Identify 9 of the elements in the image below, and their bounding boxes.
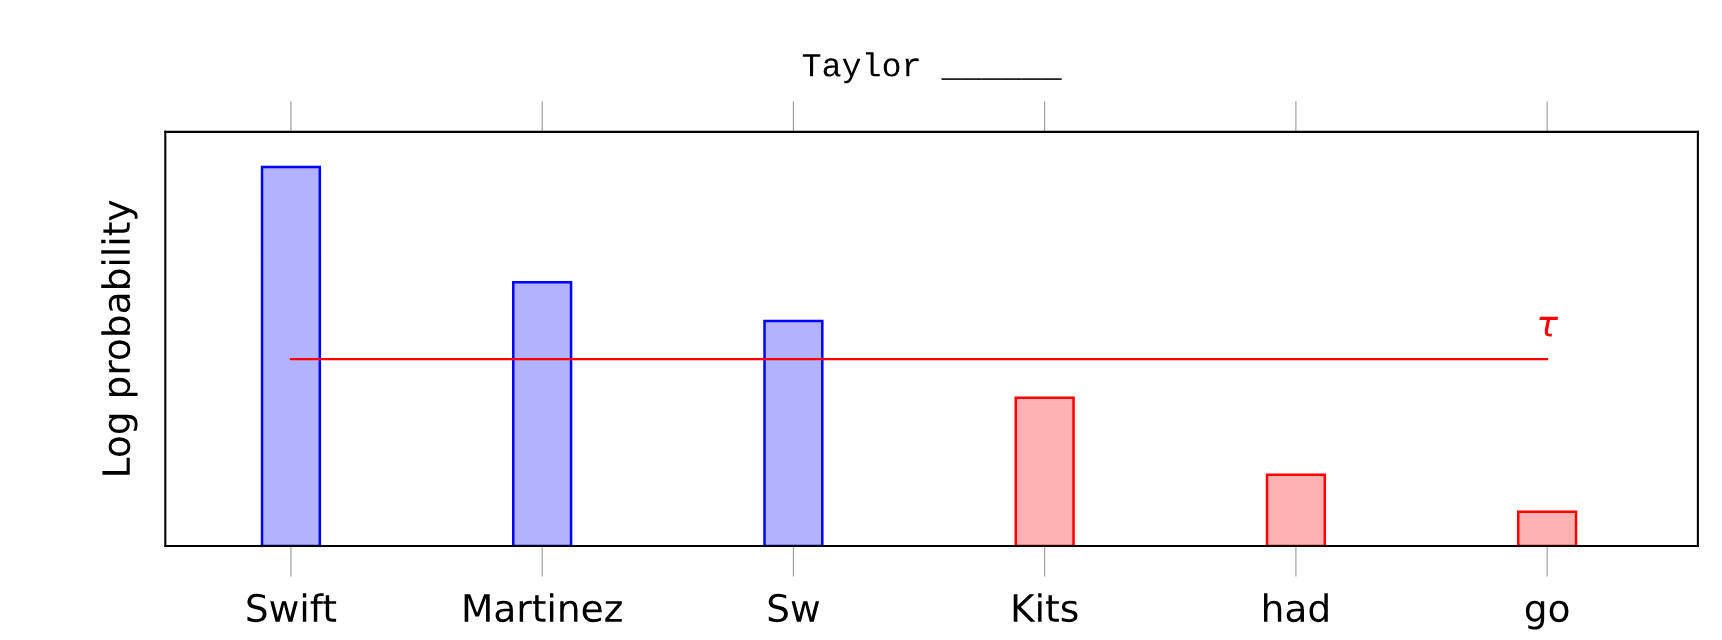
x-tick-label: go xyxy=(1525,600,1569,630)
y-axis-title: Log probability xyxy=(101,200,138,475)
x-tick-label: Kits xyxy=(1013,593,1078,623)
x-tick-label: Sw xyxy=(768,593,820,623)
x-tick-label: Martinez xyxy=(464,593,622,623)
ref-line-label: τ xyxy=(1539,316,1559,337)
chart-title: Taylor ______ xyxy=(802,52,1062,84)
x-tick-label: Swift xyxy=(247,593,337,623)
x-tick-label: had xyxy=(1264,593,1328,623)
